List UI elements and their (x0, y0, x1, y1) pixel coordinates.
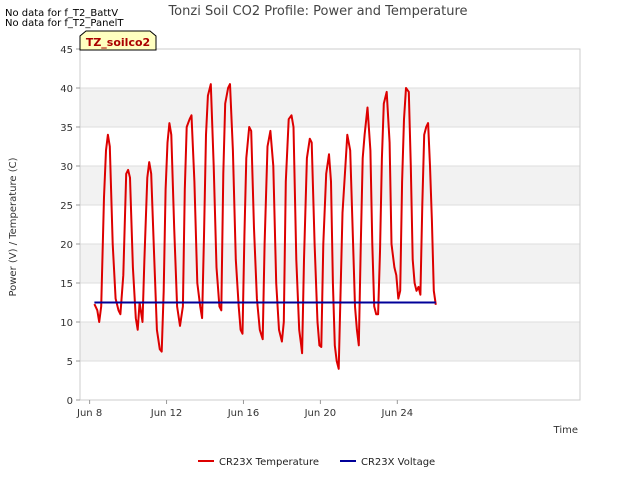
y-tick-label: 30 (60, 162, 73, 173)
y-tick-label: 45 (60, 45, 73, 56)
series-line-temperature (93, 83, 437, 370)
site-badge-label: TZ_soilco2 (86, 36, 150, 49)
y-tick-label: 20 (60, 240, 73, 251)
y-axis: 0 5 10 15 20 25 30 35 40 45 (60, 45, 80, 407)
legend-label-voltage: CR23X Voltage (361, 457, 435, 468)
band (80, 88, 580, 127)
y-tick-label: 0 (67, 396, 73, 407)
x-tick-label: Jun 16 (227, 408, 260, 419)
y-tick-label: 40 (60, 84, 73, 95)
legend-label-temperature: CR23X Temperature (219, 457, 319, 468)
x-axis-title: Time (553, 425, 578, 436)
x-axis: Jun 8 Jun 12 Jun 16 Jun 20 Jun 24 (76, 400, 413, 419)
chart-title: Tonzi Soil CO2 Profile: Power and Temper… (167, 4, 467, 19)
series-layer (93, 83, 437, 370)
plot-background (80, 49, 580, 400)
x-tick-label: Jun 20 (304, 408, 337, 419)
no-data-note-panelt: No data for f_T2_PanelT (5, 18, 124, 29)
y-tick-label: 10 (60, 318, 73, 329)
x-tick-label: Jun 8 (76, 408, 102, 419)
y-tick-label: 5 (67, 357, 73, 368)
x-tick-label: Jun 12 (150, 408, 183, 419)
y-tick-label: 35 (60, 123, 73, 134)
band (80, 322, 580, 361)
site-badge-shape (79, 30, 157, 51)
legend: CR23X Temperature CR23X Voltage (198, 457, 435, 468)
site-badge: TZ_soilco2 (79, 30, 157, 51)
y-tick-label: 25 (60, 201, 73, 212)
plot-frame (79, 48, 581, 401)
x-tick-label: Jun 24 (381, 408, 414, 419)
y-tick-label: 15 (60, 279, 73, 290)
no-data-note-battv: No data for f_T2_BattV (5, 8, 119, 19)
y-axis-title: Power (V) / Temperature (C) (8, 157, 19, 296)
